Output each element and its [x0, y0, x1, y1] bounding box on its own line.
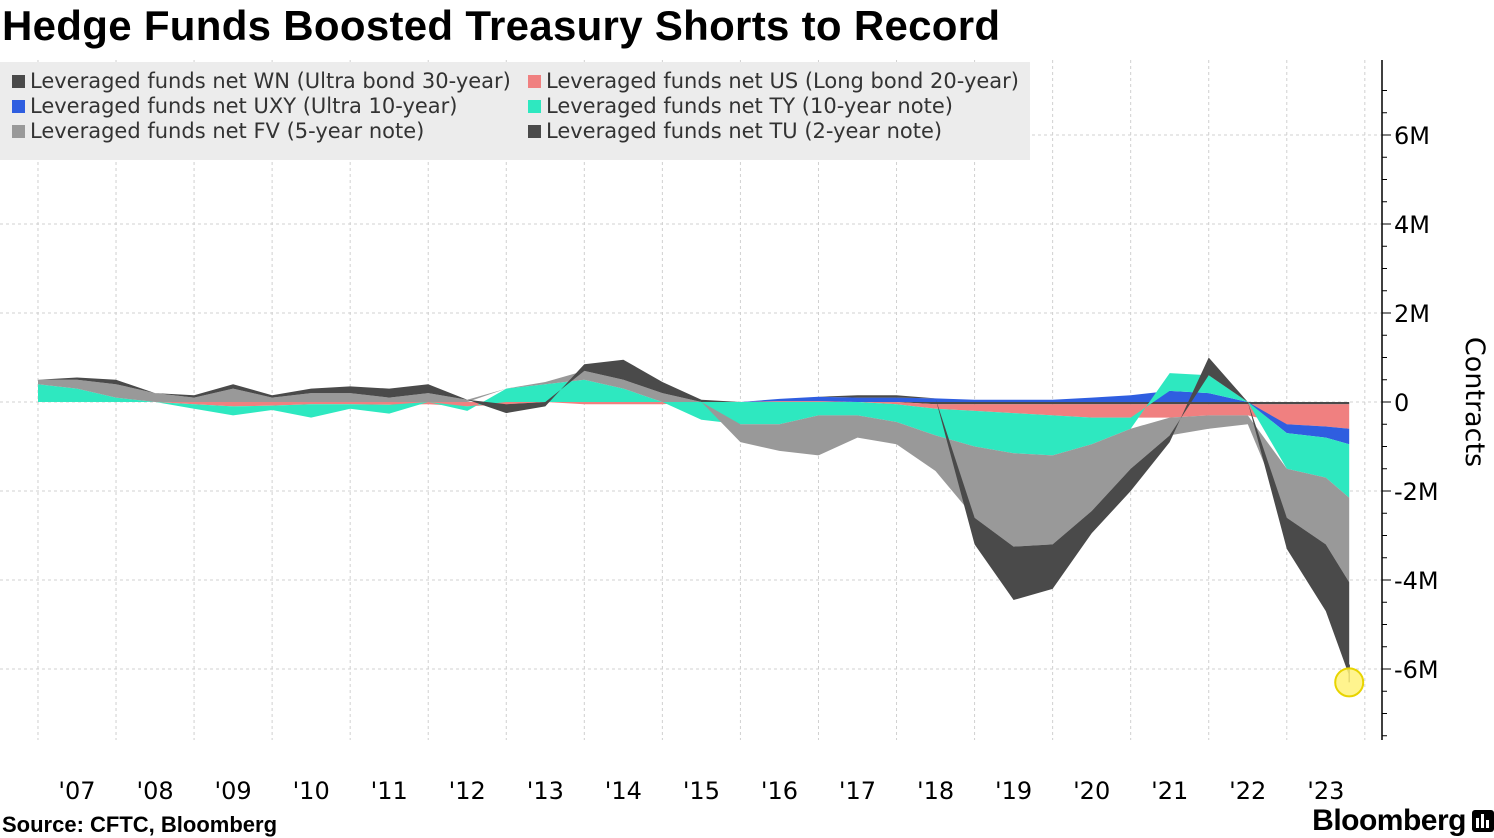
legend-item: Leveraged funds net US (Long bond 20-yea…	[546, 69, 1019, 93]
area-series-fv	[38, 370, 1350, 583]
x-tick-label: '14	[605, 777, 642, 805]
legend-item: Leveraged funds net TU (2-year note)	[546, 119, 942, 143]
bloomberg-terminal-icon	[1472, 810, 1494, 832]
legend-swatch	[528, 100, 541, 113]
x-tick-label: '08	[136, 777, 173, 805]
y-axis-label: Contracts	[1459, 337, 1490, 467]
x-tick-label: '13	[527, 777, 564, 805]
y-tick-label: 2M	[1394, 300, 1430, 328]
legend-swatch	[12, 125, 25, 138]
area-series	[38, 357, 1350, 676]
x-tick-label: '07	[58, 777, 95, 805]
annotation	[1334, 664, 1365, 698]
x-tick-label: '09	[215, 777, 252, 805]
area-series-wn	[38, 402, 1350, 405]
y-tick-label: 4M	[1394, 211, 1430, 239]
area-series-tu	[38, 357, 1350, 676]
y-axis: 6M 4M 2M 0 -2M -4M -6M	[1381, 60, 1439, 740]
x-tick-label: '10	[293, 777, 330, 805]
legend-background	[0, 62, 1030, 160]
legend-swatch	[528, 75, 541, 88]
legend-swatch	[528, 125, 541, 138]
x-tick-label: '12	[449, 777, 486, 805]
bloomberg-logo: Bloomberg	[1312, 804, 1494, 838]
x-tick-label: '16	[761, 777, 798, 805]
area-series-uxy	[38, 390, 1350, 445]
record-highlight-circle	[1334, 667, 1365, 698]
legend-swatch	[12, 75, 25, 88]
x-tick-label: '22	[1229, 777, 1266, 805]
x-axis: '07 '08 '09 '10 '11 '12 '13 '14 '15 '16 '17 '18 '19 '…	[58, 777, 1344, 805]
legend-item: Leveraged funds net FV (5-year note)	[30, 119, 424, 143]
legend-item: Leveraged funds net WN (Ultra bond 30-ye…	[30, 69, 511, 93]
brand-label: Bloomberg	[1312, 804, 1466, 837]
y-tick-label: 0	[1394, 389, 1409, 417]
y-tick-label: -6M	[1394, 656, 1439, 684]
source-note: Source: CFTC, Bloomberg	[2, 812, 278, 837]
x-tick-label: '15	[683, 777, 720, 805]
y-tick-label: -4M	[1394, 567, 1439, 595]
legend-item: Leveraged funds net TY (10-year note)	[546, 94, 953, 118]
x-tick-label: '17	[839, 777, 876, 805]
x-tick-label: '21	[1151, 777, 1188, 805]
legend-item: Leveraged funds net UXY (Ultra 10-year)	[30, 94, 458, 118]
x-tick-label: '19	[995, 777, 1032, 805]
area-series-ty	[38, 373, 1350, 498]
legend-swatch	[12, 100, 25, 113]
x-tick-label: '23	[1307, 777, 1344, 805]
x-tick-label: '18	[917, 777, 954, 805]
legend: Leveraged funds net WN (Ultra bond 30-ye…	[0, 62, 1030, 160]
chart-title: Hedge Funds Boosted Treasury Shorts to R…	[2, 2, 1001, 49]
area-series-us	[38, 401, 1350, 429]
x-tick-label: '11	[371, 777, 408, 805]
y-tick-label: -2M	[1394, 478, 1439, 506]
y-tick-label: 6M	[1394, 122, 1430, 150]
x-tick-label: '20	[1073, 777, 1110, 805]
